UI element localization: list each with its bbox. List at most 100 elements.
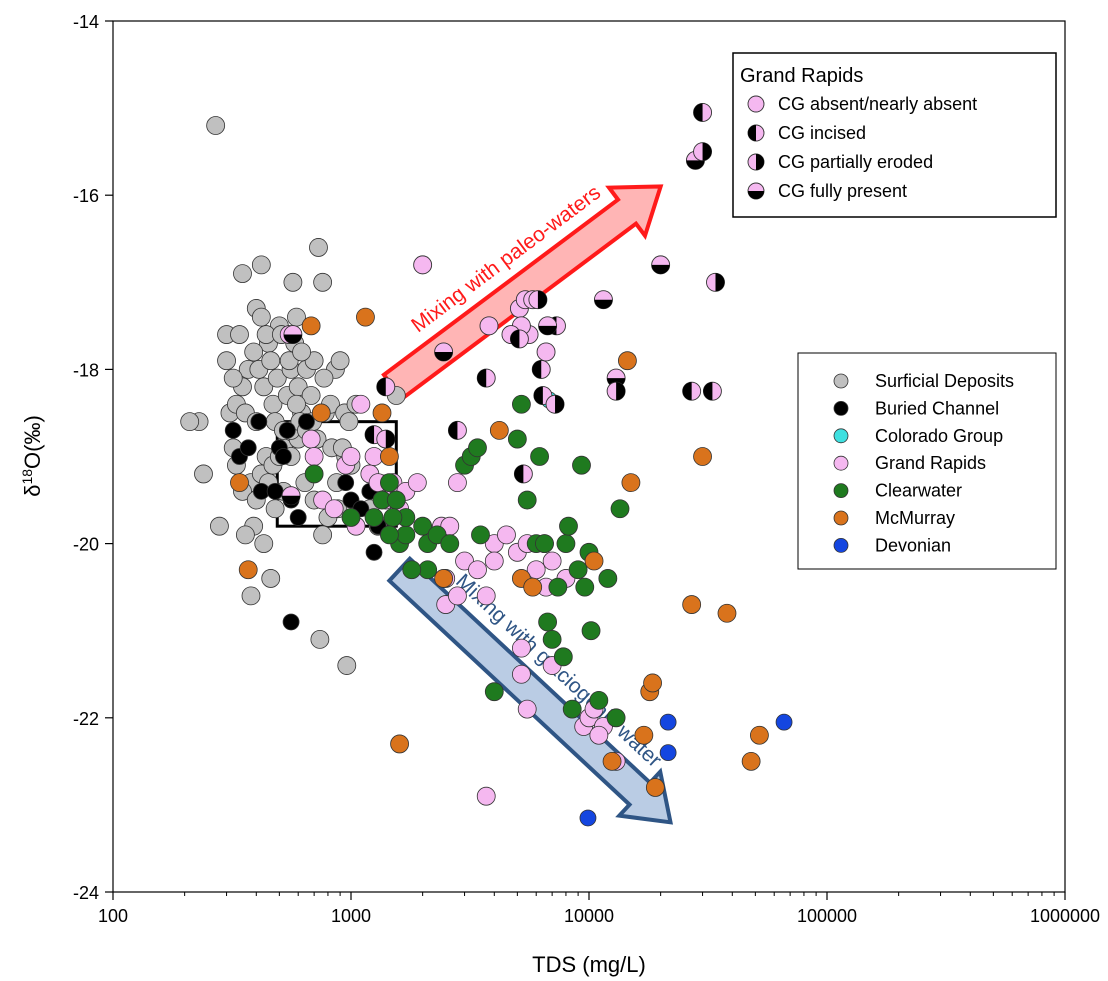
y-tick-label: -18	[73, 360, 99, 380]
point-grand-rapids	[341, 447, 361, 466]
point-clearwater	[572, 455, 591, 475]
cg-point-right	[545, 394, 565, 414]
point-clearwater	[568, 560, 588, 580]
cg-point-left	[476, 368, 496, 388]
cg-point-left	[531, 359, 551, 379]
cg-point-left	[513, 464, 533, 484]
cg-point-left	[447, 420, 467, 440]
point-clearwater	[468, 438, 487, 458]
point-surficial-deposits	[254, 377, 274, 397]
legend-formation-swatch	[833, 455, 849, 471]
point-mcmurray	[717, 603, 737, 623]
point-buried-channel	[289, 509, 307, 526]
cg-point-bottom	[434, 342, 454, 362]
point-mcmurray	[602, 751, 622, 771]
point-buried-channel	[239, 439, 257, 457]
point-grand-rapids	[304, 447, 324, 466]
point-clearwater	[548, 577, 568, 597]
cg-point-right	[606, 381, 626, 401]
point-buried-channel	[282, 613, 300, 631]
point-mcmurray	[621, 473, 641, 493]
legend-formation-entry: McMurray	[875, 508, 955, 528]
cg-point-left	[747, 124, 765, 142]
cg-point-bottom	[593, 290, 613, 310]
data-points	[180, 103, 793, 827]
point-clearwater	[598, 569, 618, 588]
point-surficial-deposits	[313, 272, 333, 292]
point-clearwater	[380, 525, 399, 545]
point-devonian	[659, 744, 677, 762]
cg-point-right	[376, 429, 396, 449]
point-devonian	[775, 713, 793, 731]
y-tick-label: -16	[73, 186, 99, 206]
legend-formation-entry: Clearwater	[875, 481, 962, 501]
point-mcmurray	[741, 751, 761, 771]
cg-point-full	[479, 316, 499, 336]
point-buried-channel	[365, 543, 383, 561]
point-grand-rapids	[468, 560, 487, 580]
point-surficial-deposits	[313, 525, 333, 545]
legend-formation-entry: Devonian	[875, 535, 951, 555]
legend-formation: Surficial Deposits Buried Channel Colorado…	[797, 352, 1057, 570]
legend-grand-rapids-title: Grand Rapids	[740, 65, 863, 87]
point-mcmurray	[311, 403, 331, 423]
x-tick-label: 1000000	[1030, 906, 1100, 926]
point-buried-channel	[337, 474, 355, 492]
y-tick-label: -22	[73, 709, 99, 729]
point-surficial-deposits	[241, 586, 261, 606]
legend-grand-rapids-entry: CG partially eroded	[778, 152, 933, 172]
point-clearwater	[383, 508, 403, 527]
point-clearwater	[589, 690, 609, 710]
point-grand-rapids	[484, 551, 504, 571]
point-devonian	[659, 713, 677, 731]
point-surficial-deposits	[309, 238, 328, 257]
point-buried-channel	[250, 413, 268, 431]
cg-point-bottom	[281, 486, 301, 506]
point-clearwater	[559, 516, 578, 536]
point-clearwater	[507, 429, 527, 449]
x-tick-label: 100000	[797, 906, 857, 926]
cg-point-bottom	[538, 316, 558, 336]
cg-point-full	[747, 95, 765, 113]
point-buried-channel	[224, 421, 242, 439]
point-clearwater	[386, 490, 406, 510]
point-buried-channel	[275, 448, 292, 465]
point-grand-rapids	[512, 664, 531, 684]
point-clearwater	[402, 560, 422, 580]
cg-point-right	[706, 272, 725, 292]
cg-point-left	[702, 381, 722, 401]
point-surficial-deposits	[230, 325, 249, 344]
legend-grand-rapids: Grand Rapids CG absent/nearly absent CG in…	[732, 52, 1057, 218]
legend-formation-swatch	[833, 373, 849, 389]
y-tick-label: -20	[73, 535, 99, 555]
point-mcmurray	[750, 725, 769, 745]
point-mcmurray	[301, 316, 321, 336]
y-axis-label-prefix: δ	[20, 485, 45, 497]
point-surficial-deposits	[180, 412, 200, 432]
x-tick-label: 10000	[564, 906, 614, 926]
cg-point-right	[747, 153, 765, 171]
point-clearwater	[553, 647, 573, 667]
point-clearwater	[364, 508, 384, 527]
point-clearwater	[484, 682, 504, 702]
point-clearwater	[606, 708, 626, 728]
point-mcmurray	[372, 403, 392, 423]
point-grand-rapids	[589, 725, 609, 745]
point-grand-rapids	[542, 551, 562, 571]
point-buried-channel	[298, 413, 315, 431]
point-surficial-deposits	[254, 534, 274, 553]
point-mcmurray	[584, 551, 604, 571]
legend-formation-entry: Surficial Deposits	[875, 371, 1014, 391]
cg-point-right	[528, 290, 548, 310]
point-clearwater	[542, 630, 562, 649]
legend-formation-entry: Colorado Group	[875, 426, 1003, 446]
point-mcmurray	[618, 351, 637, 371]
point-clearwater	[535, 534, 554, 553]
point-surficial-deposits	[337, 656, 357, 675]
point-grand-rapids	[517, 699, 537, 719]
y-tick-label: -24	[73, 883, 99, 903]
point-mcmurray	[356, 307, 375, 327]
point-surficial-deposits	[287, 394, 306, 414]
point-clearwater	[512, 394, 531, 414]
point-mcmurray	[693, 447, 712, 466]
